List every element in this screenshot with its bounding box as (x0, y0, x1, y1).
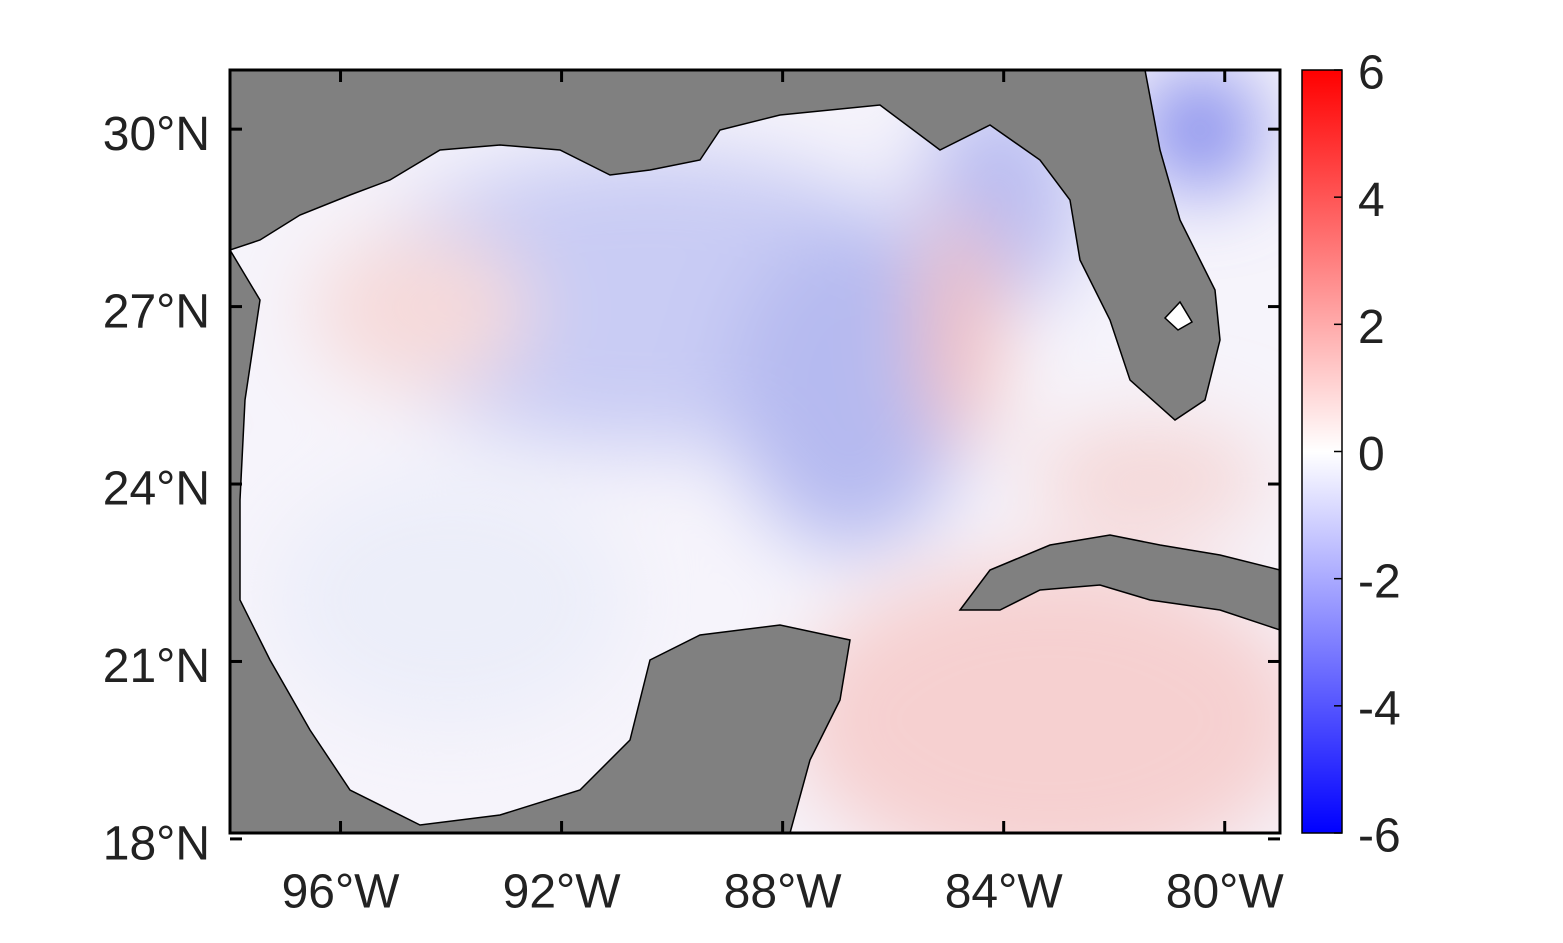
colorbar-tick-label: 4 (1358, 174, 1385, 227)
y-tick-label: 24°N (103, 463, 210, 516)
x-tick-label: 96°W (282, 866, 401, 919)
land (230, 70, 1280, 833)
colorbar-tick-label: -6 (1358, 810, 1401, 863)
colorbar-tick-label: 2 (1358, 301, 1385, 354)
x-tick-label: 80°W (1166, 866, 1285, 919)
y-tick-label: 21°N (103, 640, 210, 693)
colorbar-tick-label: 0 (1358, 428, 1385, 481)
x-tick-label: 88°W (724, 866, 843, 919)
y-tick-label: 27°N (103, 285, 210, 338)
sea-field (230, 70, 1280, 833)
colorbar-tick-label: -4 (1358, 683, 1401, 736)
y-tick-label: 18°N (103, 818, 210, 871)
colorbar-tick-label: 6 (1358, 47, 1385, 100)
colorbar-tick-label: -2 (1358, 555, 1401, 608)
x-tick-label: 92°W (503, 866, 622, 919)
map-frame (228, 68, 1282, 835)
x-tick-label: 84°W (945, 866, 1064, 919)
y-tick-label: 30°N (103, 108, 210, 161)
